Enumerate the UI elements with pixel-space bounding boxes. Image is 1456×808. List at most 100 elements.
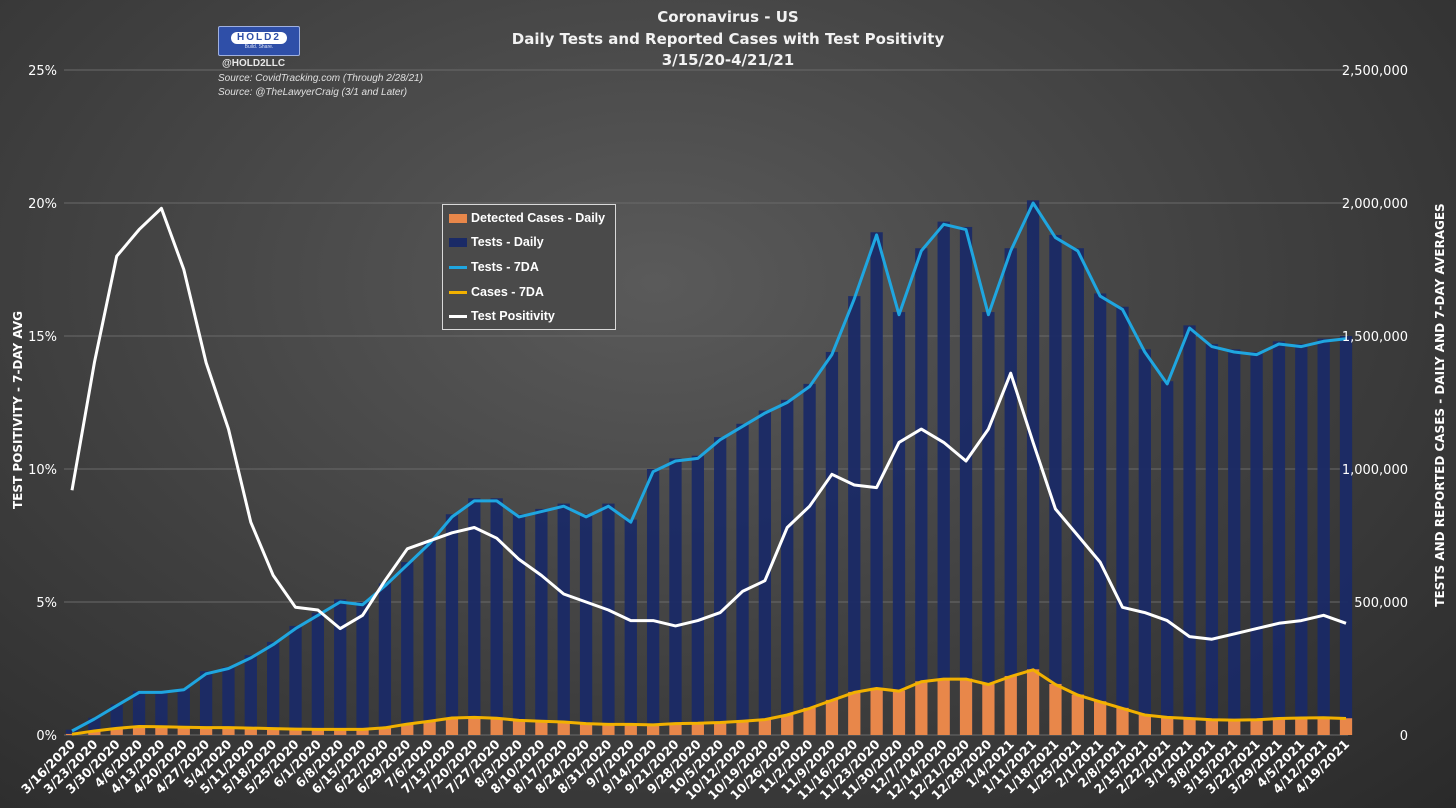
tests-daily-bar <box>445 514 459 735</box>
cases-daily-bar <box>1205 719 1219 735</box>
right-tick-label: 1,500,000 <box>1342 330 1408 345</box>
tests-daily-bar <box>1071 248 1084 735</box>
tests-daily-bar <box>781 399 794 735</box>
cases-daily-bar <box>915 681 928 735</box>
x-axis-ticks: 3/16/20203/23/20203/30/20204/6/20204/13/… <box>18 736 1352 802</box>
left-tick-label: 0% <box>36 729 57 744</box>
tests-daily-bar <box>803 383 816 735</box>
test-positivity-line <box>70 206 1347 641</box>
tests-daily-bar <box>937 221 950 735</box>
tests-daily-bar <box>825 351 839 735</box>
cases-daily-bar <box>646 724 660 735</box>
cases-daily-bar <box>848 691 861 735</box>
cases-daily-bar <box>1026 669 1040 735</box>
tests-daily-bar <box>535 508 548 735</box>
cases-daily-bar <box>1317 717 1330 735</box>
left-tick-label: 20% <box>28 197 57 212</box>
cases-daily-bar <box>1004 675 1017 735</box>
tests-daily-bar <box>1205 343 1219 735</box>
chart-title-line3: 3/15/20-4/21/21 <box>661 51 795 69</box>
cases-daily-bar <box>1228 719 1241 735</box>
cases-daily-bar <box>669 723 682 735</box>
cases-daily-bar <box>1049 683 1062 735</box>
cases-daily-bar <box>579 723 593 735</box>
tests-daily-bar <box>579 514 593 735</box>
legend-item-tests-7da: Tests - 7DA <box>449 258 539 276</box>
tests-daily-swatch <box>449 237 467 247</box>
legend-label: Tests - Daily <box>471 235 544 249</box>
source-note-1: Source: CovidTracking.com (Through 2/28/… <box>218 73 423 84</box>
tests-daily-bar <box>736 423 749 735</box>
cases-daily-bar <box>267 728 280 735</box>
tests-daily-bar <box>222 667 235 735</box>
tests-daily-bar <box>155 692 168 735</box>
tests-daily-bar <box>1250 351 1263 735</box>
cases-daily-bar <box>1339 718 1353 735</box>
cases-daily-bar <box>401 723 414 735</box>
tests-daily-bar <box>1116 306 1129 735</box>
cases-daily-bar <box>803 707 816 735</box>
cases-daily-bar <box>468 717 481 735</box>
cases-daily-bar <box>356 729 369 735</box>
tests-daily-bar <box>669 458 682 735</box>
right-tick-label: 500,000 <box>1354 596 1408 611</box>
cases-daily-bar <box>110 727 123 735</box>
left-tick-label: 15% <box>28 330 57 345</box>
legend-item-cases-7da: Cases - 7DA <box>449 283 544 301</box>
cases-daily-bar <box>714 722 727 735</box>
tests-daily-bar <box>1161 381 1174 735</box>
cases-daily-bar <box>289 728 302 735</box>
legend-item-tests-daily: Tests - Daily <box>449 233 544 251</box>
cases-7da-swatch <box>449 290 467 294</box>
tests-daily-bar <box>1004 248 1017 735</box>
daily-bars <box>65 200 1353 736</box>
cases-daily-bar <box>311 729 325 735</box>
tests-daily-bar <box>602 503 615 735</box>
tests-daily-bar <box>512 514 526 735</box>
cases-daily-bar <box>825 699 839 735</box>
left-tick-label: 25% <box>28 64 57 79</box>
legend-label: Test Positivity <box>471 309 555 323</box>
tests-daily-bar <box>199 671 213 735</box>
tests-daily-bar <box>691 455 704 735</box>
tests-daily-bar <box>758 410 772 735</box>
tests-daily-bar <box>490 498 503 735</box>
legend: Detected Cases - Daily Tests - Daily Tes… <box>442 204 616 330</box>
tests-daily-bar <box>289 625 302 735</box>
cases-daily-bar <box>244 727 257 735</box>
positivity-swatch <box>449 314 467 318</box>
tests-daily-bar <box>378 583 392 735</box>
hold2-logo: HOLD2 Build. Share. <box>218 26 300 56</box>
cases-daily-bar <box>88 730 101 735</box>
tests-daily-bar <box>1317 338 1330 735</box>
tests-daily-bar <box>423 540 436 735</box>
cases-daily-bar <box>624 724 637 735</box>
legend-item-test-positivity: Test Positivity <box>449 307 555 325</box>
cases-daily-bar <box>1183 718 1196 735</box>
cases-daily-bar <box>1250 719 1263 735</box>
cases-daily-bar <box>378 727 392 735</box>
cases-daily-bar <box>758 719 772 735</box>
tests-daily-bar <box>1049 234 1062 736</box>
tests-daily-bar <box>557 503 570 735</box>
cases-daily-bar <box>781 714 794 735</box>
cases-daily-bar <box>65 733 79 735</box>
cases-daily-bar <box>535 720 548 735</box>
source-note-2: Source: @TheLawyerCraig (3/1 and Later) <box>218 87 408 98</box>
tests-daily-bar <box>1138 349 1151 735</box>
cases-daily-bar <box>132 726 146 735</box>
cases-daily-bar <box>222 727 235 735</box>
cases-7da-line <box>71 668 1347 736</box>
cases-daily-bar <box>423 720 436 735</box>
cases-daily-bar <box>870 687 883 735</box>
cases-daily-bar <box>445 717 459 735</box>
tests-daily-bar <box>401 562 414 735</box>
chart-title-line2: Daily Tests and Reported Cases with Test… <box>511 30 945 48</box>
cases-daily-bar <box>1138 714 1151 735</box>
cases-daily-bar <box>892 690 906 735</box>
cases-daily-bar <box>937 678 950 735</box>
cases-daily-swatch <box>449 213 467 223</box>
tests-daily-bar <box>982 312 995 735</box>
cases-daily-bar <box>1272 718 1286 735</box>
cases-daily-bar <box>557 721 570 735</box>
